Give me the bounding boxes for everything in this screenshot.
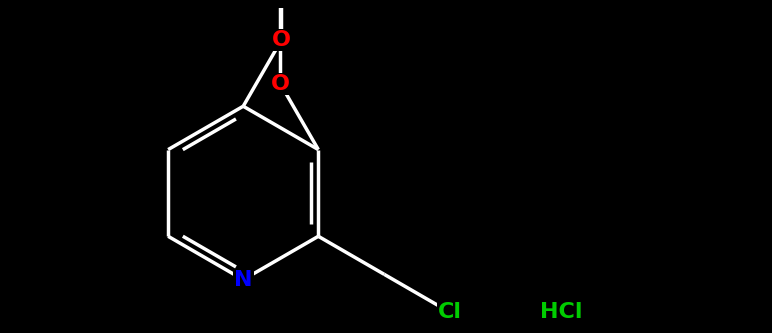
Text: O: O <box>271 74 290 94</box>
Text: O: O <box>272 30 291 50</box>
Text: HCl: HCl <box>540 302 583 322</box>
Text: N: N <box>234 270 252 290</box>
Text: Cl: Cl <box>438 302 462 322</box>
